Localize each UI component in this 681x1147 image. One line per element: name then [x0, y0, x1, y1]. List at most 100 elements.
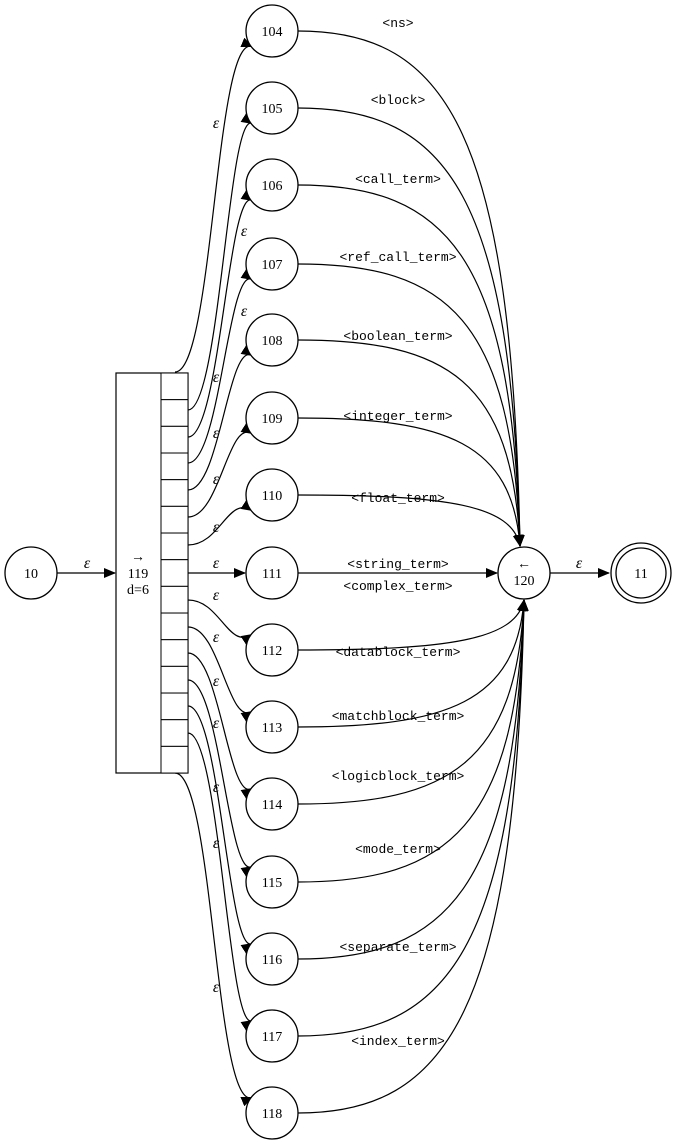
fork-port-4 [160, 479, 189, 507]
edge-110-to-join [297, 494, 523, 547]
epsilon-label-108: ε [213, 425, 220, 442]
edge-fork-to-110 [187, 500, 254, 546]
fork-port-6 [160, 532, 189, 561]
term-label-111: <string_term> [347, 557, 449, 572]
state-node-117[interactable]: 117 [245, 1009, 299, 1063]
epsilon-label-112: ε [213, 587, 220, 604]
fork-label: 119 [128, 567, 148, 582]
edge-end-epsilon: ε [576, 555, 583, 572]
epsilon-label-105: ε [241, 223, 248, 240]
edge-fork-to-106 [187, 190, 254, 438]
state-label-109: 109 [262, 412, 283, 427]
term-label-113: <datablock_term> [336, 645, 461, 660]
state-label-116: 116 [262, 953, 282, 968]
fork-port-13 [160, 719, 189, 747]
fork-port-12 [160, 692, 189, 721]
fork-detail: d=6 [127, 583, 149, 598]
edges [174, 30, 529, 1114]
end-node[interactable]: 11 [610, 542, 672, 604]
edge-fork-to-108 [187, 345, 254, 491]
state-label-105: 105 [262, 102, 283, 117]
edge-106-to-join [297, 184, 525, 547]
state-node-106[interactable]: 106 [245, 158, 299, 212]
fork-port-8 [160, 585, 189, 614]
state-node-115[interactable]: 115 [245, 855, 299, 909]
edge-114-to-join [297, 599, 529, 805]
fork-port-1 [160, 399, 189, 427]
fork-port-11 [160, 665, 189, 694]
state-node-104[interactable]: 104 [245, 4, 299, 58]
edge-labels: ε <ns> ε <block> ε <call_term> ε <ref_call_term… [213, 16, 465, 1049]
state-node-112[interactable]: 112 [245, 623, 299, 677]
state-node-111[interactable]: 111 [245, 546, 299, 600]
state-label-112: 112 [262, 644, 282, 659]
term-label-114: <matchblock_term> [332, 709, 465, 724]
state-label-104: 104 [262, 25, 283, 40]
term-label-105: <block> [371, 93, 426, 108]
epsilon-label-117: ε [213, 835, 220, 852]
state-node-109[interactable]: 109 [245, 391, 299, 445]
state-label-106: 106 [262, 179, 283, 194]
state-label-107: 107 [262, 258, 283, 273]
edge-fork-to-117 [187, 732, 254, 1031]
state-node-118[interactable]: 118 [245, 1086, 299, 1140]
term-label-106: <call_term> [355, 172, 441, 187]
join-arrow: ← [517, 557, 531, 572]
join-label: 120 [514, 574, 535, 589]
term-label-116: <mode_term> [355, 842, 441, 857]
state-node-105[interactable]: 105 [245, 81, 299, 135]
state-label-111: 111 [262, 567, 282, 582]
edge-115-to-join [297, 599, 529, 883]
term-label-104: <ns> [382, 16, 413, 31]
edge-108-to-join [297, 339, 525, 547]
edge-113-to-join [297, 599, 529, 728]
epsilon-label-106: ε [241, 303, 248, 320]
branch-nodes: 104 105 106 107 108 109 110 111 112 113 114 115 116 1… [245, 4, 299, 1140]
state-label-108: 108 [262, 334, 283, 349]
term-label-107: <ref_call_term> [339, 250, 456, 265]
fork-port-10 [160, 639, 189, 667]
join-node[interactable]: ← 120 [497, 546, 551, 600]
epsilon-label-114: ε [213, 673, 220, 690]
state-node-113[interactable]: 113 [245, 700, 299, 754]
epsilon-label-110: ε [213, 519, 220, 536]
state-label-118: 118 [262, 1107, 282, 1122]
fork-port-5 [160, 505, 189, 534]
state-node-110[interactable]: 110 [245, 468, 299, 522]
edge-109-to-join [297, 417, 525, 547]
fork-port-9 [160, 612, 189, 641]
fork-port-14 [160, 745, 189, 774]
fork-ports [160, 372, 189, 774]
state-node-116[interactable]: 116 [245, 932, 299, 986]
edge-fork-to-114 [187, 652, 254, 799]
state-node-107[interactable]: 107 [245, 237, 299, 291]
edge-fork-to-116 [187, 705, 254, 954]
term-label-109: <integer_term> [343, 409, 452, 424]
epsilon-label-113: ε [213, 629, 220, 646]
epsilon-label-104: ε [213, 115, 220, 132]
state-node-114[interactable]: 114 [245, 777, 299, 831]
edge-112-to-join [297, 599, 527, 651]
fork-port-0 [160, 372, 189, 401]
edge-fork-to-109 [187, 423, 254, 518]
epsilon-label-107: ε [213, 369, 220, 386]
edge-fork-to-113 [187, 626, 254, 722]
term-label-115: <logicblock_term> [332, 769, 465, 784]
state-node-108[interactable]: 108 [245, 313, 299, 367]
fork-arrow: → [131, 550, 145, 565]
fork-port-2 [160, 425, 189, 454]
edge-fork-to-104 [174, 37, 254, 373]
start-node[interactable]: 10 [4, 546, 58, 600]
epsilon-label-116: ε [213, 779, 220, 796]
epsilon-label-118: ε [213, 979, 220, 996]
edge-start-epsilon: ε [84, 555, 91, 572]
fork-node[interactable]: → 119 d=6 [115, 372, 189, 774]
edge-fork-to-115 [187, 679, 254, 877]
edge-104-to-join [297, 30, 525, 547]
epsilon-label-109: ε [213, 471, 220, 488]
term-label-118: <index_term> [351, 1034, 445, 1049]
term-label-108: <boolean_term> [343, 329, 452, 344]
state-label-117: 117 [262, 1030, 282, 1045]
edge-116-to-join [297, 599, 529, 960]
